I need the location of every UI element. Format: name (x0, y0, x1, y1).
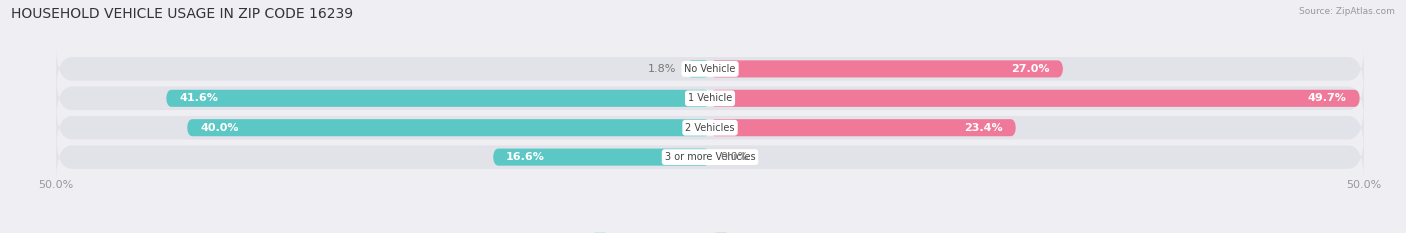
Text: Source: ZipAtlas.com: Source: ZipAtlas.com (1299, 7, 1395, 16)
Text: 49.7%: 49.7% (1308, 93, 1347, 103)
FancyBboxPatch shape (166, 90, 710, 107)
FancyBboxPatch shape (710, 60, 1063, 77)
Text: 16.6%: 16.6% (506, 152, 546, 162)
Text: HOUSEHOLD VEHICLE USAGE IN ZIP CODE 16239: HOUSEHOLD VEHICLE USAGE IN ZIP CODE 1623… (11, 7, 353, 21)
FancyBboxPatch shape (56, 104, 1364, 151)
FancyBboxPatch shape (710, 90, 1360, 107)
FancyBboxPatch shape (494, 149, 710, 166)
Text: 3 or more Vehicles: 3 or more Vehicles (665, 152, 755, 162)
Text: 40.0%: 40.0% (200, 123, 239, 133)
Text: 27.0%: 27.0% (1011, 64, 1050, 74)
Text: 1 Vehicle: 1 Vehicle (688, 93, 733, 103)
FancyBboxPatch shape (686, 60, 710, 77)
Text: No Vehicle: No Vehicle (685, 64, 735, 74)
FancyBboxPatch shape (56, 134, 1364, 181)
FancyBboxPatch shape (710, 119, 1017, 136)
Text: 41.6%: 41.6% (179, 93, 218, 103)
Text: 1.8%: 1.8% (648, 64, 676, 74)
Text: 2 Vehicles: 2 Vehicles (685, 123, 735, 133)
FancyBboxPatch shape (56, 75, 1364, 122)
FancyBboxPatch shape (187, 119, 710, 136)
FancyBboxPatch shape (56, 45, 1364, 93)
Text: 0.0%: 0.0% (720, 152, 749, 162)
Text: 23.4%: 23.4% (965, 123, 1002, 133)
